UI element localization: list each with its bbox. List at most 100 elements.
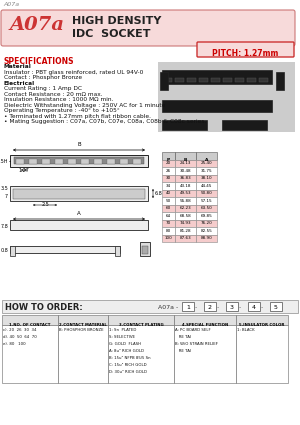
Bar: [162, 190, 175, 197]
Text: 63.50: 63.50: [201, 206, 212, 210]
Bar: [120, 159, 128, 164]
Text: 55.88: 55.88: [180, 199, 191, 203]
Text: 60: 60: [166, 206, 171, 210]
Text: 2.CONTACT MATERIAL: 2.CONTACT MATERIAL: [59, 323, 107, 327]
Text: • Mating Suggestion : C07a, C07b, C07e, C08a, C08b & C08c series.: • Mating Suggestion : C07a, C07b, C07e, …: [4, 119, 206, 124]
Bar: [196, 235, 217, 242]
Bar: [162, 212, 175, 219]
Text: 2.5: 2.5: [41, 202, 49, 207]
Bar: [162, 197, 175, 204]
Text: 1: BLACK: 1: BLACK: [237, 328, 255, 332]
Bar: [58, 315, 108, 325]
Bar: [163, 78, 172, 82]
Text: 40: 40: [166, 191, 171, 195]
Bar: [175, 182, 196, 190]
Text: 1: Sn  PLATED: 1: Sn PLATED: [109, 328, 136, 332]
Bar: [29, 159, 37, 164]
Bar: [196, 219, 217, 227]
Text: 80: 80: [166, 229, 171, 233]
Bar: [196, 167, 217, 175]
Text: SPECIFICATIONS: SPECIFICATIONS: [4, 57, 74, 66]
Bar: [108, 325, 174, 383]
Bar: [196, 227, 217, 235]
Text: 64: 64: [166, 214, 171, 218]
Text: 44.45: 44.45: [201, 184, 212, 188]
Text: 50: 50: [166, 199, 171, 203]
Text: Electrical: Electrical: [4, 80, 35, 85]
Text: 1: 1: [186, 305, 190, 310]
Text: c). 20  26  30  34: c). 20 26 30 34: [3, 328, 37, 332]
Text: 3.5: 3.5: [0, 185, 8, 190]
Text: G: GOLD  FLASH: G: GOLD FLASH: [109, 342, 141, 346]
Bar: [175, 175, 196, 182]
Bar: [175, 167, 196, 175]
Text: 3.5H: 3.5H: [0, 159, 8, 164]
Text: 38.10: 38.10: [201, 176, 212, 180]
Text: 3.CONTACT PLATING: 3.CONTACT PLATING: [118, 323, 164, 327]
Bar: [162, 235, 175, 242]
Bar: [175, 235, 196, 242]
FancyBboxPatch shape: [197, 42, 294, 57]
Bar: [199, 78, 208, 82]
Text: 5.INSULATOR COLOR: 5.INSULATOR COLOR: [239, 323, 285, 327]
Text: 30.48: 30.48: [180, 169, 191, 173]
Text: 43.18: 43.18: [180, 184, 191, 188]
Text: C: 15u" RICH GOLD: C: 15u" RICH GOLD: [109, 363, 147, 367]
Text: Current Rating : 1 Amp DC: Current Rating : 1 Amp DC: [4, 86, 82, 91]
Text: P: P: [167, 158, 170, 162]
Bar: [175, 212, 196, 219]
Bar: [160, 72, 168, 90]
Text: 74.93: 74.93: [180, 221, 191, 225]
Bar: [10, 186, 148, 201]
Text: 24.13: 24.13: [180, 161, 191, 165]
Bar: [162, 100, 272, 112]
Bar: [107, 159, 115, 164]
Bar: [174, 315, 236, 325]
Bar: [42, 159, 50, 164]
Bar: [175, 159, 196, 167]
Bar: [142, 246, 148, 254]
Bar: [162, 204, 175, 212]
Text: 30: 30: [166, 176, 171, 180]
Bar: [259, 78, 268, 82]
Text: 76.20: 76.20: [201, 221, 212, 225]
Text: 4: 4: [252, 305, 256, 310]
Text: e). 80   100: e). 80 100: [3, 342, 26, 346]
Bar: [247, 78, 256, 82]
Text: -: -: [261, 305, 263, 310]
Bar: [162, 227, 175, 235]
Text: 36.83: 36.83: [180, 176, 191, 180]
Text: 20: 20: [166, 161, 171, 165]
Text: 81.28: 81.28: [180, 229, 191, 233]
Text: Contact Resistance : 20 mΩ max.: Contact Resistance : 20 mΩ max.: [4, 91, 103, 96]
Bar: [236, 325, 288, 383]
Text: B: B: [184, 158, 187, 162]
Bar: [14, 157, 144, 164]
Bar: [16, 159, 24, 164]
Bar: [162, 152, 175, 159]
Text: HIGH DENSITY: HIGH DENSITY: [72, 16, 161, 26]
Text: 7: 7: [5, 193, 8, 198]
Text: 31.75: 31.75: [201, 169, 212, 173]
Bar: [13, 189, 145, 199]
Text: 82.55: 82.55: [201, 229, 212, 233]
Text: A: 8u" RICH GOLD: A: 8u" RICH GOLD: [109, 349, 144, 353]
Bar: [182, 302, 194, 311]
Bar: [196, 212, 217, 219]
Text: A07a -: A07a -: [158, 305, 178, 310]
Bar: [162, 182, 175, 190]
Text: 0.8: 0.8: [0, 247, 8, 252]
Bar: [2, 325, 58, 383]
Text: B: B: [77, 142, 81, 147]
Text: A: A: [205, 158, 208, 162]
Text: d). 40  50  64  70: d). 40 50 64 70: [3, 335, 37, 339]
Bar: [270, 302, 282, 311]
Text: S: SELECTIVE: S: SELECTIVE: [109, 335, 135, 339]
Text: B: 15u" NFPB 85/5 Sn: B: 15u" NFPB 85/5 Sn: [109, 356, 151, 360]
Text: 50.80: 50.80: [201, 191, 212, 195]
Text: Dielectric Withstanding Voltage : 250V AC for 1 minute: Dielectric Withstanding Voltage : 250V A…: [4, 102, 165, 108]
Text: 62.23: 62.23: [180, 206, 191, 210]
Bar: [175, 227, 196, 235]
Bar: [162, 159, 175, 167]
Bar: [10, 220, 148, 230]
